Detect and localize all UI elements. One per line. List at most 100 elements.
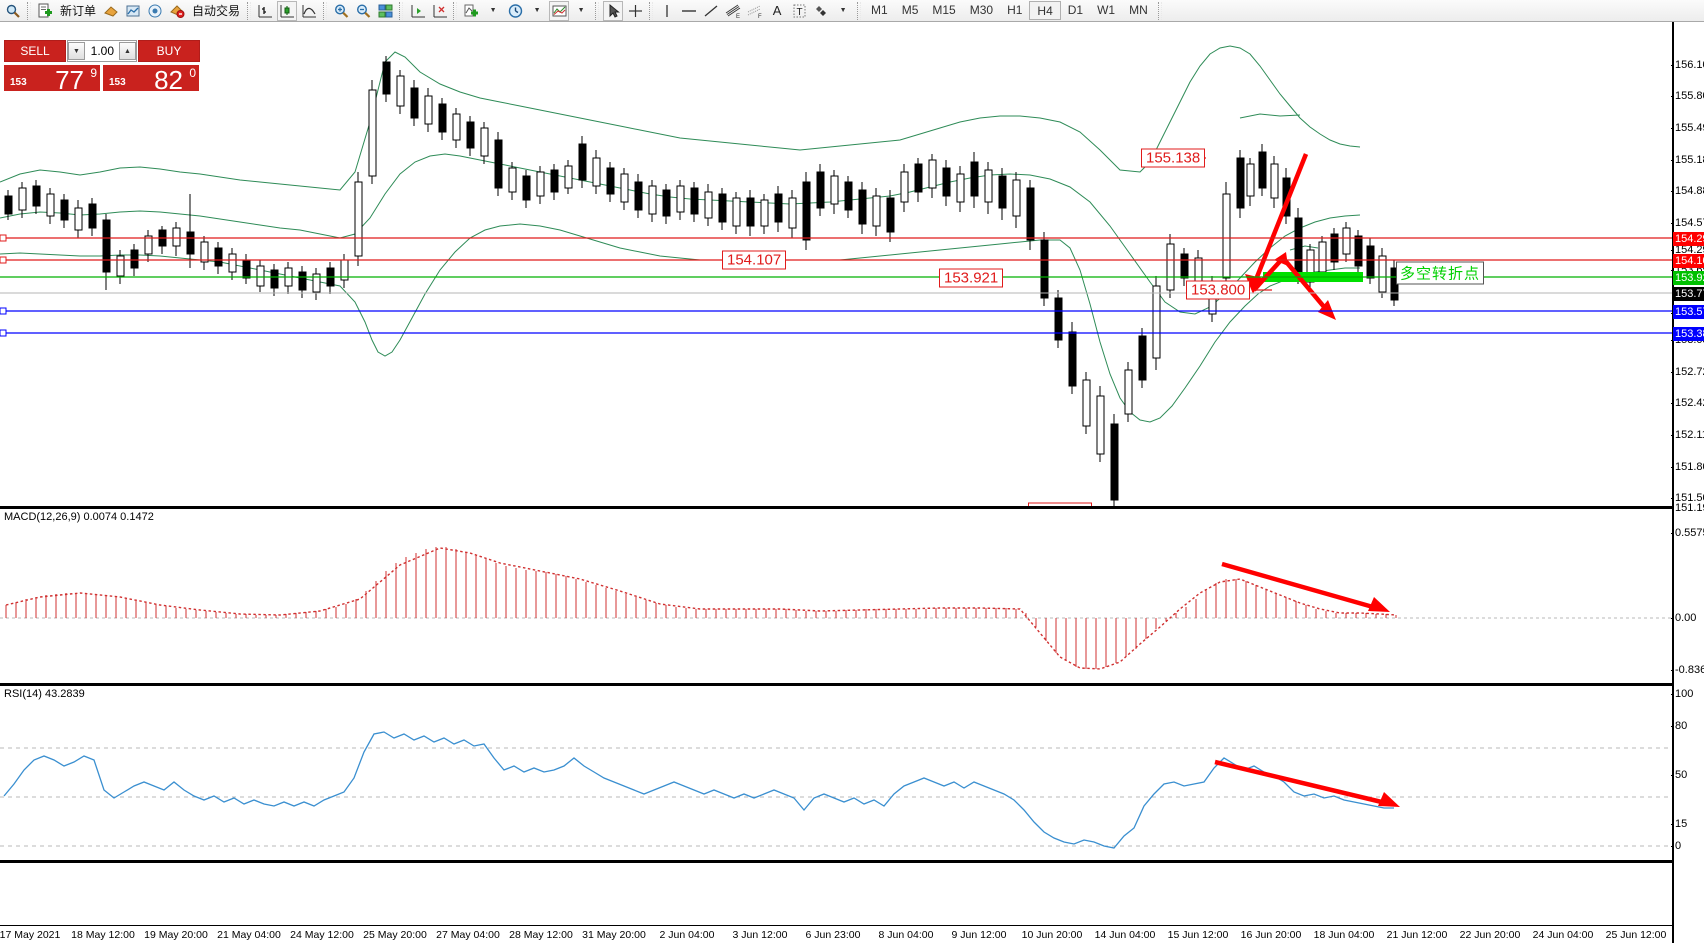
timeframe-m1[interactable]: M1 [871,3,888,17]
volume-increment-button[interactable]: ▲ [119,42,136,60]
templates-dropdown-caret[interactable]: ▼ [577,7,585,14]
buy-price-display[interactable]: 153 82 0 [103,63,199,93]
volume-value[interactable]: 1.00 [90,44,114,58]
chart-shift-icon[interactable] [407,1,427,21]
zoom-out-icon[interactable] [353,1,373,21]
timeframe-mn[interactable]: MN [1129,3,1148,17]
price-badge-last[interactable]: 153.779 [1673,287,1704,301]
rsi-panel[interactable]: RSI(14) 43.2839 [0,686,1672,860]
tile-windows-icon[interactable] [375,1,395,21]
autotrading-label[interactable]: 自动交易 [192,4,241,18]
axis-tick: 151.190 [1671,502,1704,514]
text-icon[interactable]: A [772,3,782,18]
time-label: 21 May 04:00 [217,929,281,941]
toolbar-separator [1157,1,1162,20]
line-chart-icon[interactable] [299,1,319,21]
time-label: 24 May 12:00 [290,929,354,941]
time-label: 19 May 20:00 [144,929,208,941]
one-click-trading-panel[interactable]: SELL ▼ 1.00 ▲ BUY 153 77 9 153 82 0 [4,40,200,93]
new-order-label[interactable]: 新订单 [60,4,97,18]
projection-arrow-down-2 [1281,256,1332,316]
time-label: 2 Jun 04:00 [659,929,715,941]
bollinger-middle-band [0,153,1361,315]
line-anchor-square-2 [0,256,7,264]
time-label: 27 May 04:00 [436,929,500,941]
toolbar-separator [323,1,328,20]
axis-tick: 155.800 [1671,90,1704,102]
autotrading-icon[interactable] [167,1,187,21]
svg-text:F: F [758,14,762,19]
buy-button[interactable]: BUY [138,40,200,62]
indicators-icon[interactable] [461,1,481,21]
svg-text:E: E [736,14,740,19]
trendline-icon[interactable] [701,1,721,21]
navigator-icon[interactable] [145,1,165,21]
toolbar-separator [857,1,862,20]
time-label: 15 Jun 12:00 [1167,929,1229,941]
price-badge-bid-1[interactable]: 153.577 [1673,305,1704,319]
period-dropdown-caret[interactable]: ▼ [533,7,541,14]
rsi-projection-arrow [1214,759,1391,807]
sell-button[interactable]: SELL [4,40,66,62]
line-anchor-square-4 [0,329,7,337]
horizontal-line-icon[interactable] [679,1,699,21]
auto-scroll-icon[interactable] [429,1,449,21]
macd-histogram [5,547,1397,669]
bollinger-tail-segment-2 [1289,245,1319,251]
crosshair-icon[interactable] [625,1,645,21]
vertical-line-icon[interactable] [657,1,677,21]
price-annotation-151291[interactable]: 151.291 [1028,502,1093,506]
volume-field[interactable]: ▼ 1.00 ▲ [67,40,137,62]
shapes-icon[interactable] [811,1,831,21]
toolbar-separator [595,1,600,20]
time-label: 18 Jun 04:00 [1313,929,1375,941]
magnifier-icon[interactable] [3,1,23,21]
timeframe-h4[interactable]: H4 [1029,1,1061,20]
price-annotation-153921[interactable]: 153.921 [939,268,1004,288]
toolbar-separator [649,1,654,20]
shapes-dropdown-caret[interactable]: ▼ [839,7,847,14]
macd-panel[interactable]: MACD(12,26,9) 0.0074 0.1472 [0,509,1672,683]
timeframe-d1[interactable]: D1 [1067,3,1084,17]
chart-area[interactable]: 155.138 154.107 153.921 153.800 151.291 … [0,22,1704,943]
price-annotation-153800[interactable]: 153.800 [1186,280,1251,300]
time-label: 16 Jun 20:00 [1240,929,1302,941]
price-annotation-155138[interactable]: 155.138 [1141,148,1206,168]
price-axis[interactable] [1672,22,1704,943]
expert-advisor-icon[interactable] [101,1,121,21]
price-annotation-154107[interactable]: 154.107 [722,250,787,270]
sell-price-display[interactable]: 153 77 9 [4,63,100,93]
price-axis-labels[interactable]: 156.105 155.800 155.495 155.185 154.880 … [1670,22,1704,920]
rsi-axis-tick: 15 [1670,818,1688,830]
timeframe-h1[interactable]: H1 [1007,3,1023,17]
price-badge-bid-2[interactable]: 153.382 [1673,327,1704,341]
text-label-icon[interactable]: T [789,1,809,21]
data-window-icon[interactable] [123,1,143,21]
time-label: 28 May 12:00 [509,929,573,941]
timeframe-m5[interactable]: M5 [901,3,919,17]
zoom-in-icon[interactable] [331,1,351,21]
timeframe-m15[interactable]: M15 [932,3,956,17]
buy-price-fraction: 0 [189,66,196,80]
timeframe-m30[interactable]: M30 [969,3,994,17]
candlestick-chart-icon[interactable] [277,0,298,21]
axis-tick: 152.115 [1671,429,1704,441]
price-panel[interactable]: 155.138 154.107 153.921 153.800 151.291 … [0,22,1672,506]
price-badge-support[interactable]: 153.921 [1673,271,1704,285]
period-icon[interactable] [505,1,525,21]
price-badge-resistance-2[interactable]: 154.107 [1673,254,1704,268]
templates-icon[interactable] [549,0,570,21]
cursor-icon[interactable] [603,0,624,21]
fibonacci-icon[interactable]: E [723,1,743,21]
volume-decrement-button[interactable]: ▼ [68,42,85,60]
toolbar-separator [247,1,252,20]
rsi-axis-tick: 80 [1670,720,1688,732]
timeframe-w1[interactable]: W1 [1097,3,1116,17]
rsi-axis-tick: 0 [1670,840,1682,852]
new-order-icon[interactable] [35,1,55,21]
bar-chart-icon[interactable] [255,1,275,21]
turning-point-note[interactable]: 多空转折点 [1396,261,1485,285]
equidistant-channel-icon[interactable]: F [745,1,765,21]
price-badge-resistance-1[interactable]: 154.293 [1673,232,1704,246]
indicators-dropdown-caret[interactable]: ▼ [489,7,497,14]
